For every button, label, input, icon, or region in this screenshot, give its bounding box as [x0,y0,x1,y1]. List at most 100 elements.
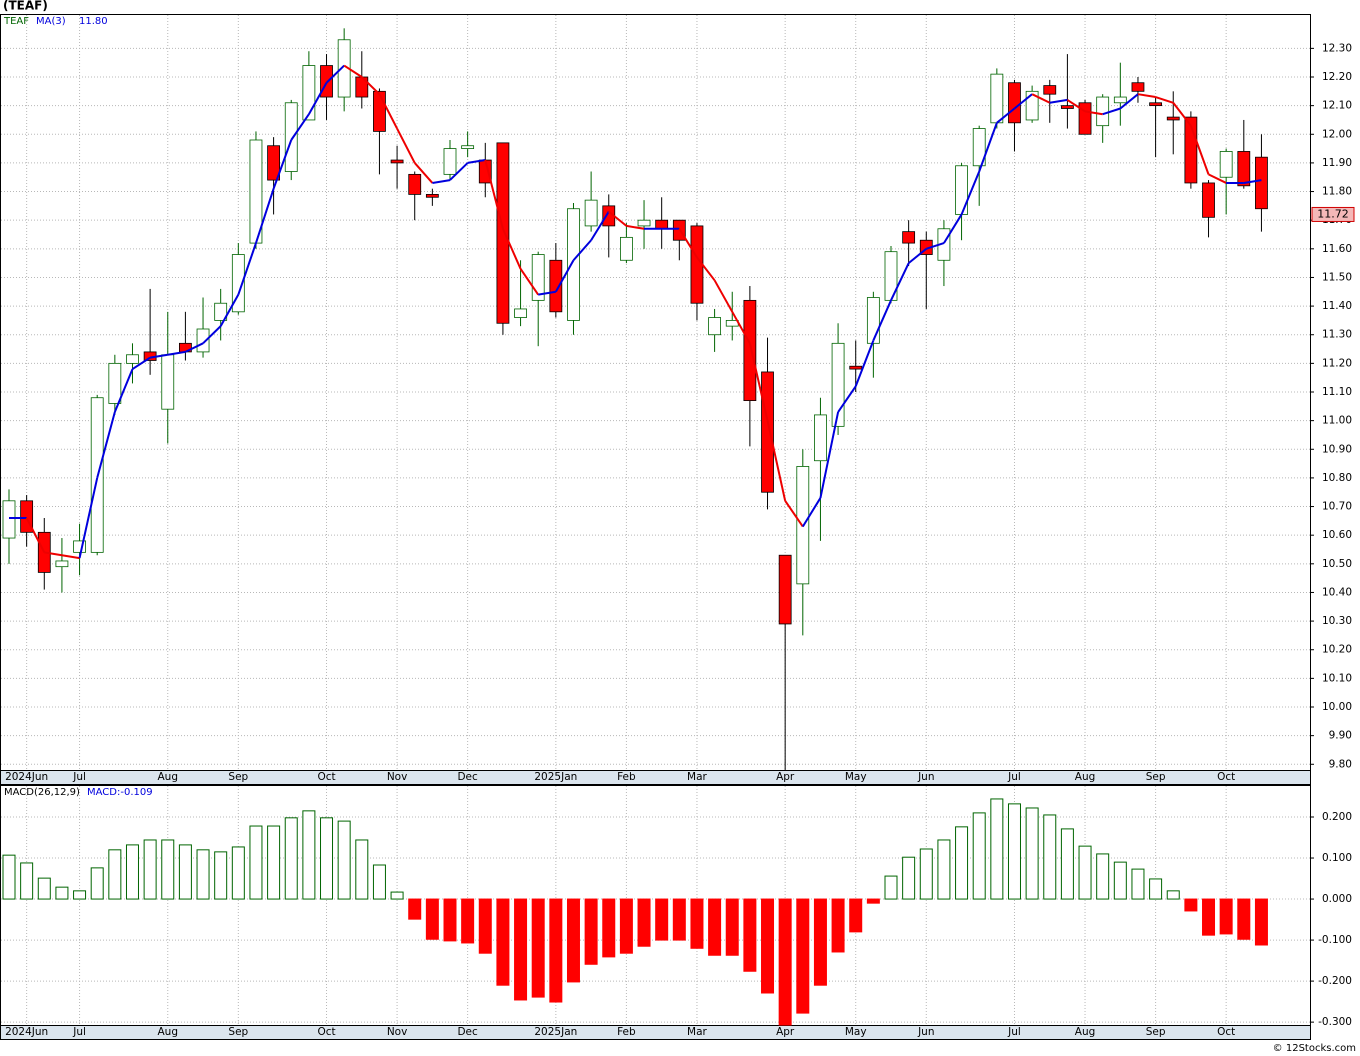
candle-body [1061,105,1074,109]
candle-body [549,259,563,313]
macd-bar [849,898,863,933]
macd-bar [813,898,827,986]
candle-body [443,148,457,175]
macd-bar [1254,898,1268,946]
macd-bar [496,898,510,986]
candle-body [267,145,281,181]
x-tick-label: Oct [1217,1026,1235,1038]
y-tick-label: 10.90 [1322,443,1352,455]
candle-body [1166,116,1180,121]
macd-bar [566,898,580,983]
ma-segment [1189,125,1210,175]
y-tick-label: 10.20 [1322,644,1352,656]
macd-bar [884,875,898,900]
ma-segment [325,64,345,84]
candle-body [1202,182,1215,218]
candle-body [408,173,422,195]
x-tick-label: Apr [776,1026,795,1038]
candle-body [461,145,475,149]
ma-segment [925,242,945,250]
macd-title: MACD(26,12,9) [4,787,80,798]
y-tick-label: 11.10 [1322,386,1352,398]
macd-bar [408,898,422,920]
candle-body [637,219,651,227]
y-tick-label: 11.00 [1322,415,1352,427]
macd-bar [955,826,969,900]
macd-bar [1025,807,1039,900]
ma-segment [149,353,168,359]
ma-segment [202,325,222,345]
candle-body [1131,82,1145,92]
macd-bar [1202,898,1216,936]
ma-segment [626,224,645,230]
ma-segment [943,213,963,244]
ma-segment [748,343,769,421]
ma-segment [432,179,451,184]
last-price-label: 11.72 [1317,207,1349,220]
ma-segment [1243,179,1262,184]
x-tick-label: Mar [687,771,707,783]
macd-bar [761,898,775,994]
macd-bar [90,867,104,900]
ma-segment [1031,93,1051,104]
x-tick-label: Aug [1075,771,1096,783]
macd-bar [902,856,916,900]
ma-segment [1172,102,1192,127]
macd-bar [990,798,1004,900]
y-tick-label: 11.50 [1322,271,1352,283]
macd-bar [390,891,404,900]
ma-segment [1102,107,1121,116]
ma-segment [449,162,469,181]
x-tick-label: Aug [1075,1026,1096,1038]
y-tick-label: 11.80 [1322,186,1352,198]
y-tick-label: 11.60 [1322,243,1352,255]
macd-bar [267,825,281,900]
x-tick-label: Jul [1007,771,1021,783]
candle-body [778,554,792,625]
macd-bar [337,820,351,900]
candle-body [655,219,669,230]
ma-segment [678,228,698,258]
macd-bar [672,898,686,941]
macd-bar [355,839,369,900]
y-tick-label: 11.40 [1322,300,1352,312]
x-tick-label: Jul [72,1026,86,1038]
macd-bar [425,898,439,940]
ma-segment [131,356,151,370]
ma-segment [1155,96,1174,104]
macd-bar [73,890,87,900]
macd-bar [1007,803,1021,900]
candle-body [849,365,863,370]
macd-bar [1113,861,1127,900]
candle-body [1149,102,1162,107]
macd-bar [796,898,810,1014]
ma-segment [44,551,63,557]
ma-segment [25,517,46,553]
macd-bar [1078,845,1092,900]
candle-body [814,414,827,462]
candle-body [55,560,69,568]
macd-bar [937,839,951,900]
ma-segment [608,210,628,227]
macd-bar [320,817,334,900]
candle-body [390,159,404,164]
macd-bar [919,848,933,900]
y-tick-label: 12.20 [1322,71,1352,83]
macd-bar [161,839,175,900]
macd-bar [108,849,122,900]
y-tick-label: 11.90 [1322,157,1352,169]
x-tick-label: Dec [457,771,478,783]
x-tick-label: Jun [917,1026,934,1038]
macd-bar [531,898,545,998]
candle-body [743,299,757,401]
y-tick-label: 10.10 [1322,672,1352,684]
ma-segment [167,350,186,356]
y-tick-label: 9.80 [1329,758,1352,770]
ma-segment [308,82,328,115]
ma-segment [1049,98,1068,104]
ma-segment [113,368,134,413]
y-tick-label: 10.80 [1322,472,1352,484]
candle-body [761,371,774,493]
x-tick-label: Mar [687,1026,707,1038]
macd-bar [708,898,722,956]
